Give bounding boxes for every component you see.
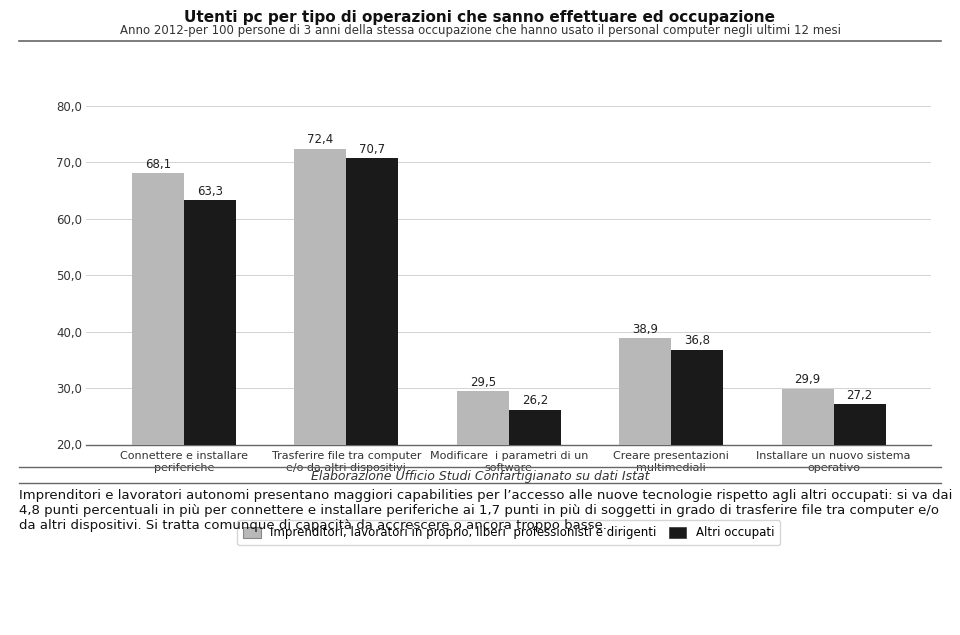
Text: 26,2: 26,2 [521, 394, 548, 407]
Text: Elaborazione Ufficio Studi Confartigianato su dati Istat: Elaborazione Ufficio Studi Confartigiana… [311, 470, 649, 483]
Bar [457, 391, 509, 444]
Text: 72,4: 72,4 [307, 133, 333, 147]
Legend: Imprenditori, lavoratori in proprio, liberi  professionisti e dirigenti, Altri o: Imprenditori, lavoratori in proprio, lib… [237, 521, 780, 545]
Text: 36,8: 36,8 [684, 335, 710, 347]
Text: 70,7: 70,7 [359, 143, 385, 156]
Bar [671, 350, 723, 444]
Bar [781, 389, 833, 444]
Text: Imprenditori e lavoratori autonomi presentano maggiori capabilities per l’access: Imprenditori e lavoratori autonomi prese… [19, 489, 952, 532]
Text: 29,5: 29,5 [469, 376, 496, 389]
Text: Anno 2012-per 100 persone di 3 anni della stessa occupazione che hanno usato il : Anno 2012-per 100 persone di 3 anni dell… [119, 24, 841, 37]
Bar [295, 149, 347, 444]
Text: 38,9: 38,9 [633, 323, 659, 335]
Text: 29,9: 29,9 [795, 373, 821, 386]
Bar [619, 338, 671, 444]
Bar [833, 404, 886, 444]
Bar [347, 158, 398, 444]
Text: 68,1: 68,1 [145, 157, 171, 171]
Text: 63,3: 63,3 [197, 185, 223, 198]
Text: 27,2: 27,2 [847, 389, 873, 401]
Bar [509, 410, 561, 444]
Bar [132, 173, 184, 444]
Text: Riusciamo ad installare una stampante e a trasferire file da una chiavetta usb, : Riusciamo ad installare una stampante e … [33, 581, 931, 610]
Bar [184, 200, 236, 444]
Text: Utenti pc per tipo di operazioni che sanno effettuare ed occupazione: Utenti pc per tipo di operazioni che san… [184, 10, 776, 25]
